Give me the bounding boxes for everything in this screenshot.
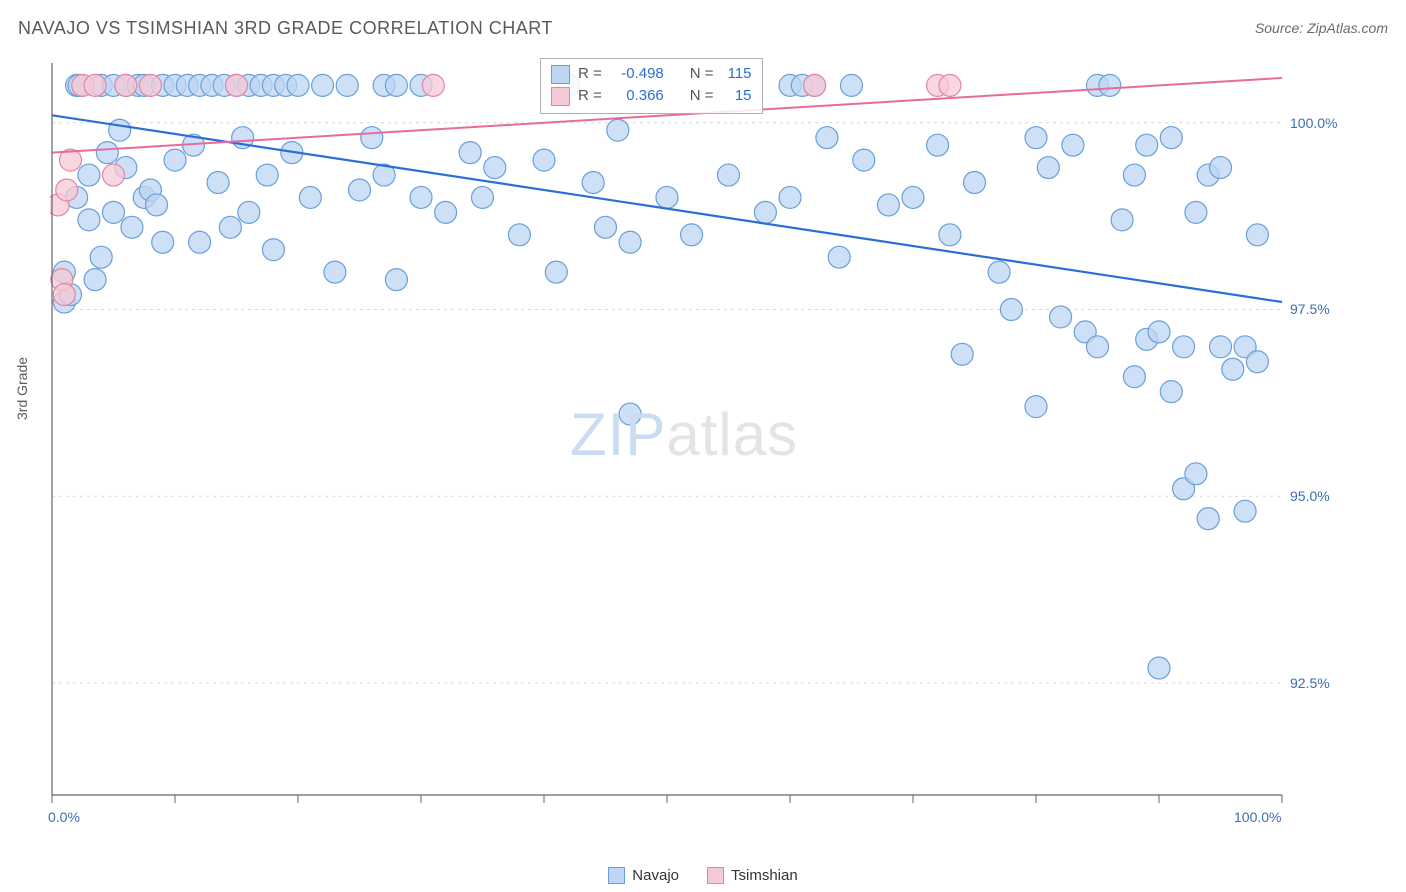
chart-source: Source: ZipAtlas.com: [1255, 20, 1388, 36]
legend-swatch: [608, 867, 625, 884]
y-tick-label: 100.0%: [1290, 115, 1337, 131]
y-tick-label: 97.5%: [1290, 301, 1330, 317]
plot-area: ZIPatlas R =-0.498N =115R =0.366N =15: [50, 55, 1340, 825]
legend-swatch: [551, 87, 570, 106]
r-label: R =: [578, 63, 602, 85]
correlation-row: R = 0.366 N = 15: [551, 85, 752, 107]
y-tick-label: 92.5%: [1290, 675, 1330, 691]
legend-swatch: [551, 65, 570, 84]
correlation-row: R = -0.498 N = 115: [551, 63, 752, 85]
bottom-legend: Navajo Tsimshian: [0, 867, 1406, 884]
n-value: 115: [722, 63, 752, 85]
legend-label: Navajo: [632, 867, 679, 884]
scatter-svg: [50, 55, 1340, 825]
chart-title: NAVAJO VS TSIMSHIAN 3RD GRADE CORRELATIO…: [18, 18, 553, 38]
correlation-legend: R = -0.498 N = 115 R = 0.366 N = 15: [540, 58, 763, 114]
n-label: N =: [690, 63, 714, 85]
legend-swatch: [707, 867, 724, 884]
n-value: 15: [722, 85, 752, 107]
n-label: N =: [690, 85, 714, 107]
r-label: R =: [578, 85, 602, 107]
chart-header: NAVAJO VS TSIMSHIAN 3RD GRADE CORRELATIO…: [18, 18, 1388, 48]
y-axis-label: 3rd Grade: [14, 357, 30, 420]
r-value: -0.498: [610, 63, 664, 85]
r-value: 0.366: [610, 85, 664, 107]
x-min-label: 0.0%: [48, 809, 80, 825]
legend-item: Navajo: [608, 867, 679, 884]
legend-item: Tsimshian: [707, 867, 798, 884]
legend-label: Tsimshian: [731, 867, 798, 884]
y-tick-label: 95.0%: [1290, 488, 1330, 504]
x-max-label: 100.0%: [1234, 809, 1281, 825]
